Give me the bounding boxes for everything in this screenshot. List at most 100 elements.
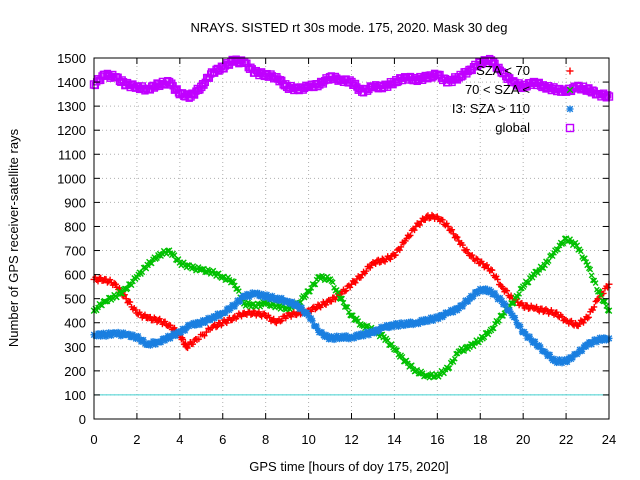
data-point: [337, 295, 345, 302]
series-3: [90, 285, 613, 367]
data-point-fill: [363, 322, 370, 329]
y-tick-label: 700: [64, 244, 86, 259]
data-point-fill: [430, 317, 437, 324]
data-point-fill: [117, 290, 124, 297]
data-point-fill: [398, 243, 405, 250]
legend-marker: [566, 67, 574, 75]
plot-area: [89, 54, 614, 381]
data-point: [444, 222, 452, 230]
y-tick-label: 300: [64, 340, 86, 355]
data-point-fill: [461, 348, 468, 354]
data-point-fill: [180, 259, 187, 266]
data-point-fill: [171, 324, 178, 331]
x-tick-label: 2: [133, 432, 140, 447]
x-tick-label: 14: [387, 432, 401, 447]
y-tick-label: 1100: [58, 147, 86, 162]
legend-marker: [566, 86, 574, 94]
data-point-fill: [103, 298, 109, 305]
data-point-fill: [107, 276, 114, 283]
data-point-fill: [560, 240, 567, 247]
y-tick-label: 600: [64, 268, 86, 283]
data-point-fill: [309, 317, 316, 324]
data-point-fill: [352, 279, 359, 286]
data-point-fill: [596, 289, 603, 295]
data-point-fill: [559, 313, 566, 320]
y-tick-label: 1500: [57, 51, 86, 66]
data-point-fill: [216, 66, 224, 74]
data-point-fill: [223, 320, 230, 327]
legend-label: SZA < 70: [476, 63, 530, 78]
data-point-fill: [235, 288, 242, 295]
data-point-fill: [323, 301, 330, 308]
data-point-fill: [364, 322, 371, 329]
data-point: [551, 309, 559, 317]
data-point-fill: [312, 281, 319, 288]
data-point: [562, 316, 570, 324]
data-point-fill: [583, 259, 590, 265]
data-point-fill: [598, 292, 604, 299]
data-point-fill: [156, 315, 163, 322]
data-point-fill: [245, 299, 252, 306]
data-point-fill: [407, 232, 414, 239]
data-point-fill: [387, 256, 394, 263]
data-point-fill: [182, 340, 189, 347]
data-point-fill: [328, 298, 335, 305]
legend-label: 70 < SZA <: [465, 82, 530, 97]
data-point-fill: [439, 216, 446, 223]
data-point-fill: [184, 345, 191, 352]
data-point-fill: [162, 318, 169, 325]
data-point-fill: [335, 289, 341, 296]
data-point-fill: [493, 273, 500, 280]
data-point: [230, 278, 237, 286]
data-point-fill: [600, 298, 607, 305]
data-point-fill: [532, 338, 539, 345]
data-point-fill: [482, 285, 489, 292]
data-point-fill: [510, 300, 517, 307]
data-point-fill: [482, 330, 489, 336]
data-point-fill: [93, 307, 100, 314]
x-tick-label: 0: [90, 432, 97, 447]
data-point-fill: [396, 247, 403, 254]
data-point-fill: [555, 246, 561, 253]
data-point-fill: [340, 299, 347, 306]
data-point-fill: [180, 336, 187, 343]
data-point-fill: [214, 323, 221, 330]
data-point-fill: [489, 267, 496, 274]
data-point-fill: [195, 336, 202, 343]
x-tick-label: 18: [473, 432, 487, 447]
data-point-fill: [189, 341, 196, 348]
data-point-fill: [201, 265, 207, 272]
y-tick-label: 900: [64, 195, 86, 210]
data-point-fill: [408, 362, 415, 369]
chart-title: NRAYS. SISTED rt 30s mode. 175, 2020. Ma…: [191, 20, 508, 35]
x-tick-label: 22: [559, 432, 573, 447]
data-point-fill: [148, 260, 155, 267]
data-point-fill: [148, 341, 155, 348]
data-point-fill: [588, 272, 595, 279]
y-tick-label: 200: [64, 364, 86, 379]
data-point-fill: [603, 91, 612, 99]
data-point-fill: [589, 307, 596, 314]
data-point-fill: [97, 274, 104, 281]
x-tick-label: 24: [602, 432, 616, 447]
data-point-fill: [533, 303, 540, 310]
data-point-fill: [463, 246, 470, 253]
x-tick-label: 6: [219, 432, 226, 447]
data-point-fill: [128, 282, 135, 289]
data-point-fill: [127, 299, 134, 306]
y-tick-label: 100: [64, 388, 86, 403]
data-point-fill: [104, 298, 111, 305]
data-point-fill: [592, 280, 599, 286]
data-point: [509, 300, 516, 307]
data-point-fill: [459, 242, 466, 249]
data-point-fill: [311, 281, 317, 288]
data-point-fill: [585, 314, 592, 321]
data-point-fill: [568, 317, 575, 324]
data-point-fill: [411, 227, 418, 234]
data-point-fill: [512, 314, 519, 321]
data-point-fill: [372, 260, 379, 267]
x-tick-label: 10: [301, 432, 315, 447]
data-point-fill: [603, 303, 610, 309]
data-point-fill: [414, 366, 421, 373]
